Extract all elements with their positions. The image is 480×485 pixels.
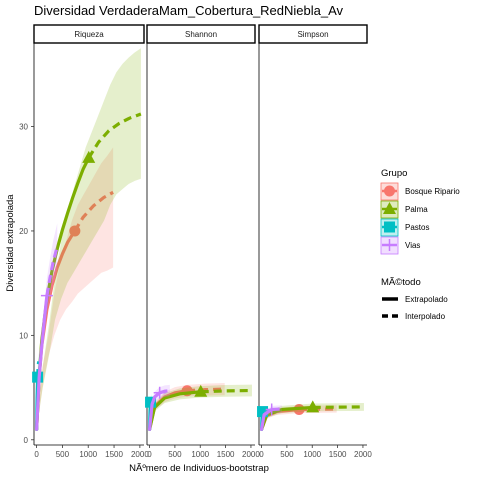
legend-label: Pastos <box>405 223 429 232</box>
observed-point <box>82 150 96 163</box>
legend-marker <box>384 185 395 197</box>
x-tick-label: 1000 <box>79 450 97 459</box>
extrapolado-line <box>259 407 274 431</box>
chart-title: Diversidad VerdaderaMam_Cobertura_RedNie… <box>34 3 344 18</box>
legend-item-pastos: Pastos <box>380 218 429 237</box>
facet-panel-simpson: Simpson 0 500 1000 1500 2000 <box>257 24 372 459</box>
confidence-band <box>36 48 141 430</box>
facet-strip-label: Riqueza <box>74 30 104 39</box>
interpolado-line <box>73 190 114 232</box>
interpolado-line <box>87 112 142 159</box>
x-tick-label: 1000 <box>191 450 209 459</box>
facet-panel-shannon: Shannon 0 500 1000 1500 2000 <box>145 24 260 459</box>
legend-item-vias: Vias <box>380 236 420 255</box>
facet-strip-label: Simpson <box>297 30 328 39</box>
legend-label: Bosque Ripario <box>405 187 460 196</box>
legend-label: Extrapolado <box>405 295 448 304</box>
observed-point <box>40 289 53 302</box>
series-vias <box>147 384 170 431</box>
extrapolado-line <box>35 294 49 431</box>
series-vias <box>35 223 59 431</box>
observed-point <box>145 396 157 408</box>
x-axis-title: NÃºmero de Individuos-bootstrap <box>129 463 269 474</box>
legend-item-interpolado: Interpolado <box>382 312 446 321</box>
extrapolado-line <box>147 391 162 431</box>
confidence-band <box>36 223 58 431</box>
x-tick-label: 500 <box>280 450 294 459</box>
legend-label: Palma <box>405 205 428 214</box>
x-tick-label: 0 <box>259 450 264 459</box>
x-tick-label: 1000 <box>303 450 321 459</box>
series-palma <box>259 400 364 431</box>
observed-point <box>265 403 278 416</box>
interpolado-line <box>200 388 252 394</box>
legend-marker <box>384 221 395 233</box>
x-tick-label: 1500 <box>105 450 123 459</box>
observed-point <box>69 225 81 237</box>
observed-point <box>153 386 166 399</box>
interpolado-line <box>45 246 59 296</box>
x-tick-label: 0 <box>34 450 39 459</box>
series-palma <box>35 48 142 431</box>
extrapolado-line <box>147 390 203 431</box>
facet-strip <box>146 24 256 44</box>
series-vias <box>259 403 282 431</box>
series-palma <box>147 384 252 431</box>
x-tick-label: 2000 <box>242 450 260 459</box>
legend-label: Vias <box>405 241 420 250</box>
observed-point <box>306 400 320 413</box>
legend-marker <box>383 239 396 251</box>
legend: Grupo Bosque Ripario Palma Pastos Vias MÃ©tod… <box>380 168 460 321</box>
legend-label: Interpolado <box>405 312 446 321</box>
legend-title-grupo: Grupo <box>381 168 407 179</box>
legend-item-extrapolado: Extrapolado <box>382 295 448 304</box>
x-tick-label: 0 <box>147 450 152 459</box>
y-tick-label: 0 <box>24 436 29 445</box>
x-tick-label: 1500 <box>217 450 235 459</box>
x-tick-label: 2000 <box>354 450 372 459</box>
legend-title-metodo: MÃ©todo <box>381 277 421 288</box>
legend-item-bosque-ripario: Bosque Ripario <box>380 182 460 201</box>
y-tick-label: 30 <box>19 123 28 132</box>
interpolado-line <box>187 387 225 393</box>
observed-point <box>257 406 269 418</box>
legend-marker <box>383 202 396 214</box>
observed-point <box>194 384 208 397</box>
x-tick-label: 1500 <box>329 450 347 459</box>
x-tick-label: 500 <box>56 450 70 459</box>
x-tick-label: 2000 <box>131 450 149 459</box>
legend-item-palma: Palma <box>380 200 428 219</box>
y-tick-label: 10 <box>19 331 28 340</box>
y-axis-title: Diversidad extrapolada <box>5 194 16 292</box>
facet-strip-label: Shannon <box>185 30 217 39</box>
confidence-band <box>36 147 114 430</box>
x-tick-label: 500 <box>168 450 182 459</box>
interpolado-line <box>312 405 364 410</box>
facet-strip <box>33 24 145 44</box>
facet-strip <box>258 24 368 44</box>
y-tick-label: 20 <box>19 227 28 236</box>
